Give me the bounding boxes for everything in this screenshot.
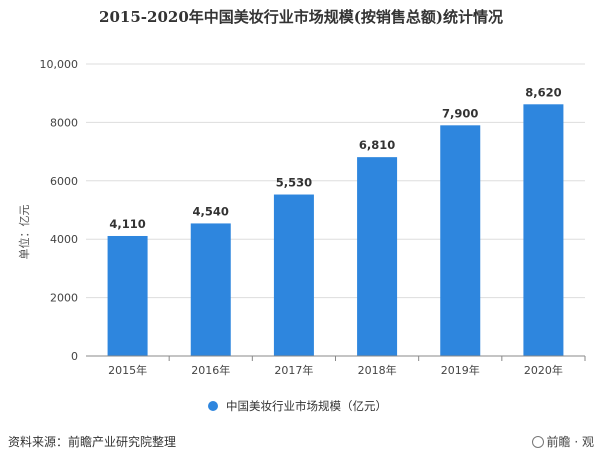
- x-tick-label: 2018年: [358, 363, 397, 377]
- chart-title: 2015-2020年中国美妆行业市场规模(按销售总额)统计情况: [99, 8, 503, 26]
- y-tick-label: 0: [71, 350, 78, 363]
- legend-label: 中国美妆行业市场规模（亿元）: [226, 399, 387, 413]
- watermark: 前瞻 · 观: [531, 433, 594, 450]
- data-label: 6,810: [359, 138, 395, 152]
- source-note: 资料来源：前瞻产业研究院整理: [8, 435, 177, 449]
- data-label: 8,620: [525, 85, 561, 99]
- x-tick-label: 2015年: [108, 363, 147, 377]
- x-axis-ticks: 2015年 2016年 2017年 2018年 2019年 2020年: [108, 356, 586, 377]
- y-tick-label: 2000: [50, 292, 78, 305]
- bar-2020年: [523, 104, 564, 357]
- watermark-icon: [531, 436, 544, 448]
- bar-2016年: [190, 223, 231, 356]
- bar-2015年: [107, 235, 148, 356]
- x-tick-label: 2019年: [441, 363, 480, 377]
- y-tick-label: 6000: [50, 175, 78, 188]
- bar-2019年: [440, 125, 481, 356]
- y-tick-label: 4000: [50, 233, 78, 246]
- bar-2018年: [357, 157, 398, 356]
- y-tick-label: 8000: [50, 116, 78, 129]
- legend: 中国美妆行业市场规模（亿元）: [208, 399, 387, 413]
- x-tick-label: 2020年: [524, 363, 563, 377]
- watermark-text: 前瞻 · 观: [546, 435, 594, 449]
- legend-marker: [208, 401, 218, 411]
- bar-2017年: [273, 194, 314, 356]
- x-tick-label: 2016年: [191, 363, 230, 377]
- y-tick-label: 10,000: [40, 58, 79, 71]
- grid-lines: [86, 63, 585, 299]
- data-labels: 4,110 4,540 5,530 6,810 7,900 8,620: [109, 85, 561, 231]
- data-label: 4,110: [109, 217, 145, 231]
- bars: [107, 104, 564, 357]
- data-label: 4,540: [193, 204, 229, 218]
- x-tick-label: 2017年: [274, 363, 313, 377]
- data-label: 7,900: [442, 106, 478, 120]
- y-axis-label: 单位：亿元: [17, 205, 31, 260]
- y-axis-ticks: 0 2000 4000 6000 8000 10,000: [40, 58, 79, 363]
- data-label: 5,530: [276, 176, 312, 190]
